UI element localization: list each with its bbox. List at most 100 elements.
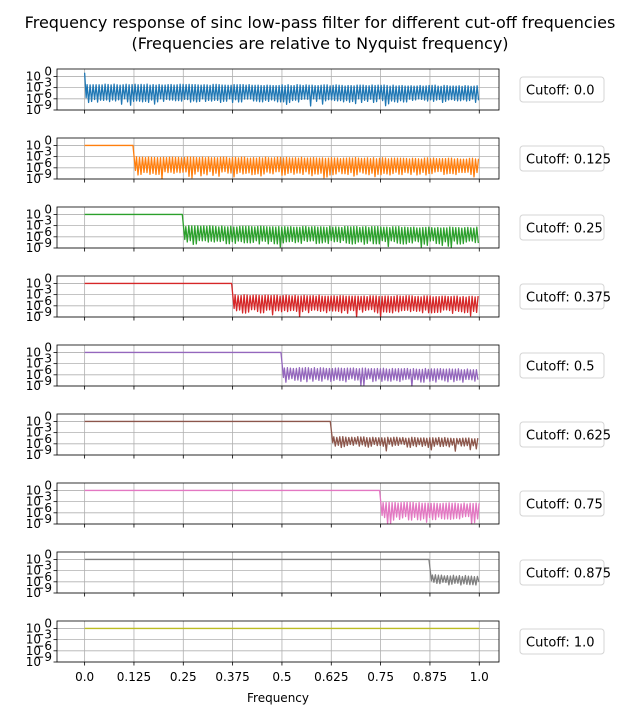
axes-frame-8 <box>56 620 500 663</box>
axes-frame-2 <box>56 206 500 249</box>
xtick-label-3: 0.375 <box>215 670 249 684</box>
ytick-label-5-2: 10 <box>26 437 41 451</box>
ytick-label-3-3: 10 <box>26 310 41 324</box>
ytick-label-2-0: 10 <box>26 207 41 221</box>
ytick-label-4-0: 10 <box>26 345 41 359</box>
axes-frame-4 <box>56 344 500 387</box>
chart-title-line2: (Frequencies are relative to Nyquist fre… <box>131 34 508 53</box>
series-line-2 <box>84 213 479 249</box>
ytick-exp-1-1: −3 <box>34 145 52 159</box>
ytick-label-7-3: 10 <box>26 586 41 600</box>
ytick-exp-1-2: −6 <box>34 156 52 170</box>
ytick-label-3-1: 10 <box>26 288 41 302</box>
ytick-exp-0-1: −3 <box>34 76 52 90</box>
ytick-label-6-3: 10 <box>26 517 41 531</box>
ytick-exp-7-1: −3 <box>34 559 52 573</box>
ytick-exp-7-0: 0 <box>44 547 52 561</box>
ytick-label-2-2: 10 <box>26 230 41 244</box>
ytick-exp-7-3: −9 <box>34 581 52 595</box>
xtick-label-1: 0.125 <box>117 670 151 684</box>
xtick-label-0: 0.0 <box>75 670 94 684</box>
ytick-label-8-1: 10 <box>26 633 41 647</box>
ytick-exp-5-1: −3 <box>34 421 52 435</box>
ytick-exp-5-0: 0 <box>44 409 52 423</box>
legend-label-0: Cutoff: 0.0 <box>526 84 595 99</box>
ytick-label-7-0: 10 <box>26 552 41 566</box>
ytick-label-0-1: 10 <box>26 81 41 95</box>
ytick-label-6-0: 10 <box>26 483 41 497</box>
ytick-label-3-0: 10 <box>26 276 41 290</box>
series-line-6 <box>84 489 480 525</box>
ytick-label-5-0: 10 <box>26 414 41 428</box>
xtick-label-8: 1.0 <box>470 670 489 684</box>
ytick-label-5-3: 10 <box>26 448 41 462</box>
xtick-label-4: 0.5 <box>272 670 291 684</box>
ytick-label-2-3: 10 <box>26 241 41 255</box>
series-line-5 <box>84 420 479 452</box>
ytick-exp-4-2: −6 <box>34 363 52 377</box>
ytick-exp-4-1: −3 <box>34 352 52 366</box>
ytick-exp-2-3: −9 <box>34 236 52 250</box>
legend-label-6: Cutoff: 0.75 <box>526 498 603 513</box>
ytick-label-1-0: 10 <box>26 138 41 152</box>
legend-box-8 <box>519 628 605 655</box>
ytick-exp-8-0: 0 <box>44 616 52 630</box>
axes-frame-5 <box>56 413 500 456</box>
ytick-exp-5-3: −9 <box>34 443 52 457</box>
axes-frame-6 <box>56 482 500 525</box>
ytick-label-7-1: 10 <box>26 564 41 578</box>
ytick-exp-3-2: −6 <box>34 294 52 308</box>
xtick-label-6: 0.75 <box>367 670 394 684</box>
series-line-0 <box>83 72 480 107</box>
ytick-exp-8-2: −6 <box>34 639 52 653</box>
chart-title-line1: Frequency response of sinc low-pass filt… <box>25 13 616 32</box>
legend-label-4: Cutoff: 0.5 <box>526 360 595 375</box>
legend-box-7 <box>519 559 605 586</box>
ytick-label-8-3: 10 <box>26 655 41 669</box>
ytick-label-0-2: 10 <box>26 92 41 106</box>
ytick-exp-2-1: −3 <box>34 214 52 228</box>
axes-frame-7 <box>56 551 500 594</box>
legend-box-3 <box>519 283 605 310</box>
ytick-label-7-2: 10 <box>26 575 41 589</box>
ytick-label-4-3: 10 <box>26 379 41 393</box>
legend-box-1 <box>519 145 605 172</box>
ytick-exp-3-0: 0 <box>44 271 52 285</box>
axes-frame-1 <box>56 137 500 180</box>
legend-label-3: Cutoff: 0.375 <box>526 291 611 306</box>
ytick-label-6-1: 10 <box>26 495 41 509</box>
ytick-exp-0-3: −9 <box>34 98 52 112</box>
legend-box-5 <box>519 421 605 448</box>
ytick-label-8-2: 10 <box>26 644 41 658</box>
ytick-exp-6-3: −9 <box>34 512 52 526</box>
ytick-exp-8-3: −9 <box>34 650 52 664</box>
ytick-label-5-1: 10 <box>26 426 41 440</box>
legend-box-2 <box>519 214 605 241</box>
ytick-exp-7-2: −6 <box>34 570 52 584</box>
legend-label-5: Cutoff: 0.625 <box>526 429 611 444</box>
xtick-label-5: 0.625 <box>314 670 348 684</box>
ytick-exp-2-2: −6 <box>34 225 52 239</box>
ytick-label-8-0: 10 <box>26 621 41 635</box>
ytick-exp-6-2: −6 <box>34 501 52 515</box>
legend-label-8: Cutoff: 1.0 <box>526 636 595 651</box>
legend-label-7: Cutoff: 0.875 <box>526 567 611 582</box>
legend-box-6 <box>519 490 605 517</box>
ytick-exp-6-0: 0 <box>44 478 52 492</box>
legend-box-0 <box>519 76 605 103</box>
series-line-1 <box>84 144 480 180</box>
ytick-label-4-2: 10 <box>26 368 41 382</box>
axes-frame-0 <box>56 68 500 111</box>
ytick-label-1-2: 10 <box>26 161 41 175</box>
legend-label-1: Cutoff: 0.125 <box>526 153 611 168</box>
ytick-label-1-3: 10 <box>26 172 41 186</box>
ytick-label-0-3: 10 <box>26 103 41 117</box>
ytick-exp-5-2: −6 <box>34 432 52 446</box>
